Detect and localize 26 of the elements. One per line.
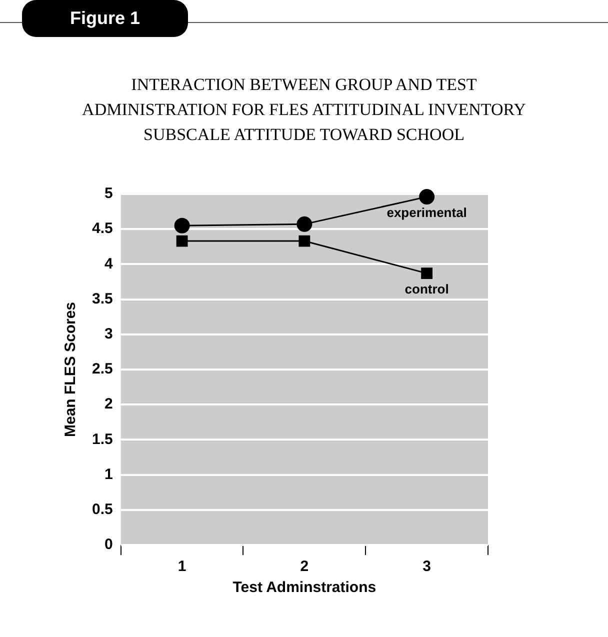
y-tick-label: 2.5: [92, 360, 113, 378]
y-tick-label: 2: [104, 396, 113, 413]
y-tick-label: 4: [104, 255, 114, 272]
point: [421, 268, 433, 280]
x-tick-label: 2: [300, 558, 309, 576]
y-tick-label: 1: [104, 466, 113, 483]
point: [296, 216, 312, 232]
series-label: control: [404, 281, 449, 296]
x-tick-label: 1: [178, 558, 186, 576]
point: [419, 189, 435, 205]
y-tick-label: 3: [104, 326, 113, 343]
y-tick-label: 0.5: [92, 501, 113, 518]
y-axis-title: Mean FLES Scores: [62, 302, 80, 438]
y-tick-label: 4.5: [92, 220, 113, 238]
y-tick-label: 3.5: [92, 290, 113, 308]
y-tick-label: 5: [104, 185, 113, 202]
chart-title: INTERACTION BETWEEN GROUP AND TEST ADMINISTRATION FOR FLES ATTITUDINAL INVENTORY SUBSCALE ATTITUDE TOWARD SCHOOL: [81, 74, 527, 146]
caption: Figure 1: [22, 0, 188, 37]
point: [176, 235, 188, 247]
x-tick-label: 3: [422, 558, 431, 576]
x-axis-title: Test Adminstrations: [232, 579, 376, 596]
point: [298, 235, 310, 247]
point: [174, 218, 190, 234]
series-label: experimental: [386, 204, 467, 220]
y-tick-label: 1.5: [92, 430, 113, 448]
y-tick-label: 0: [104, 536, 113, 554]
